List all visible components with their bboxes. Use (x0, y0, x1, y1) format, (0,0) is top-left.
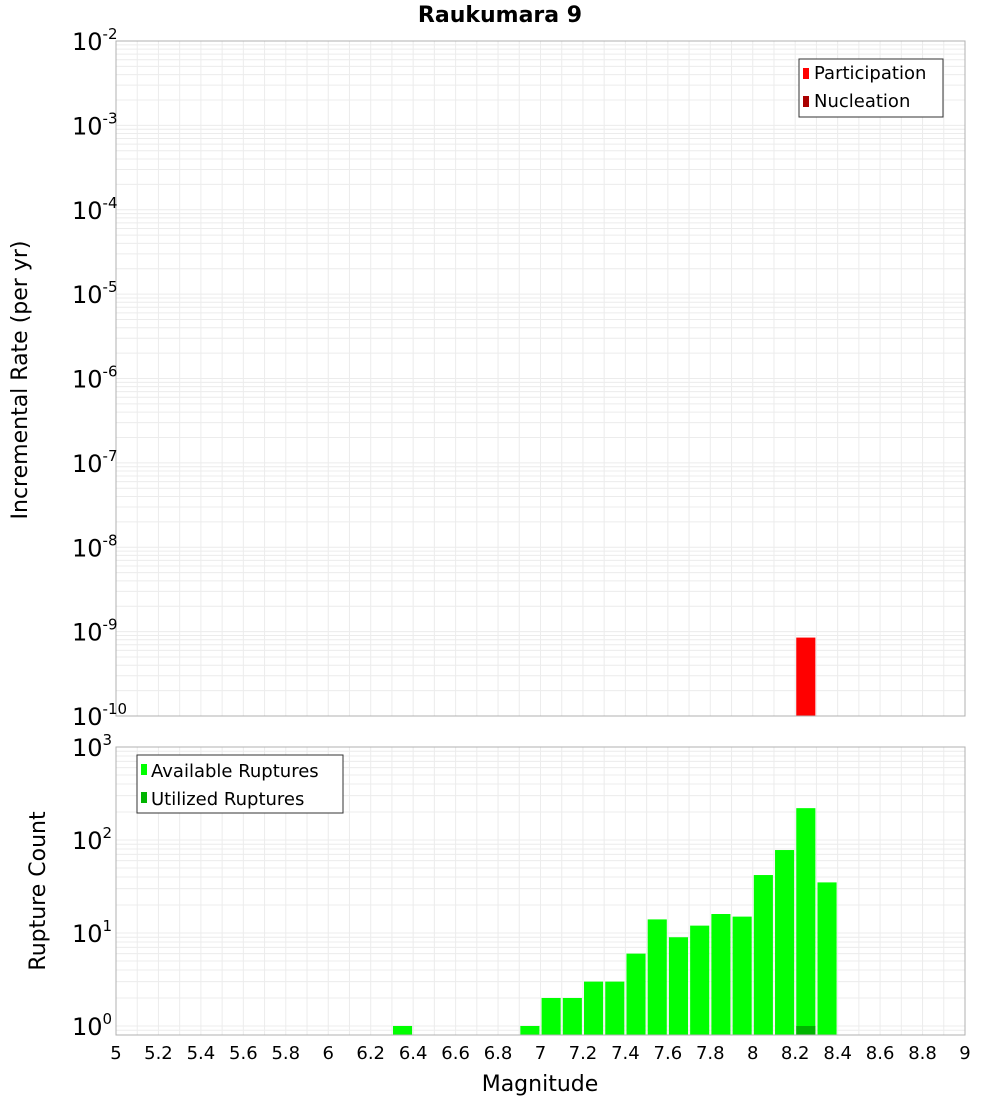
top-y-tick-label: 10-10 (72, 700, 127, 731)
top-y-tick-label: 10-8 (72, 531, 118, 562)
available-rupture-bar (668, 937, 689, 1035)
top-y-tick-label: 10-2 (72, 25, 118, 56)
available-rupture-bar (690, 925, 710, 1035)
bottom-y-tick-label: 100 (72, 1010, 112, 1041)
top-legend-box (798, 58, 944, 118)
nucleation-legend-swatch (803, 96, 809, 107)
top-legend: Participation Nucleation (798, 58, 944, 118)
x-tick-label: 5.6 (229, 1043, 258, 1064)
available-rupture-bar (626, 953, 646, 1035)
top-y-tick-label: 10-6 (72, 363, 118, 394)
x-tick-label: 8 (747, 1043, 758, 1064)
bottom-plot-frame (115, 746, 966, 1036)
x-tick-label: 7.4 (611, 1043, 640, 1064)
x-tick-label: 7 (535, 1043, 546, 1064)
available-rupture-bar (562, 997, 582, 1035)
bottom-legend-box (136, 754, 344, 814)
chart-title: Raukumara 9 (418, 3, 582, 28)
x-tick-label: 8.4 (823, 1043, 852, 1064)
bottom-y-axis-label: Rupture Count (26, 811, 51, 971)
utilized-rupture-bar (796, 1025, 816, 1035)
x-tick-label: 5.4 (187, 1043, 216, 1064)
x-tick-label: 7.6 (654, 1043, 683, 1064)
top-y-tick-label: 10-3 (72, 109, 118, 140)
available-rupture-bar (775, 850, 795, 1035)
x-tick-label: 6 (323, 1043, 334, 1064)
participation-bar (796, 637, 816, 716)
top-bars (796, 637, 816, 716)
x-tick-label: 6.8 (484, 1043, 513, 1064)
utilized-legend-label: Utilized Ruptures (151, 789, 304, 810)
available-rupture-bar (753, 875, 773, 1035)
x-tick-label: 7.8 (696, 1043, 725, 1064)
x-tick-label: 8.2 (781, 1043, 810, 1064)
x-tick-label: 6.2 (356, 1043, 385, 1064)
x-tick-label: 9 (959, 1043, 970, 1064)
participation-legend-swatch (803, 68, 809, 79)
top-y-tick-label: 10-7 (72, 447, 118, 478)
available-rupture-bar (605, 981, 625, 1035)
x-tick-label: 8.6 (866, 1043, 895, 1064)
top-y-tick-label: 10-4 (72, 194, 118, 225)
bottom-y-tick-label: 103 (72, 731, 112, 762)
bottom-y-tick-label: 102 (72, 824, 112, 855)
x-tick-label: 5.8 (271, 1043, 300, 1064)
x-tick-label: 6.4 (399, 1043, 428, 1064)
bottom-bars (392, 808, 837, 1035)
top-y-tick-label: 10-9 (72, 616, 118, 647)
x-tick-label: 5 (110, 1043, 121, 1064)
bottom-legend: Available Ruptures Utilized Ruptures (136, 754, 344, 814)
available-rupture-bar (711, 914, 731, 1035)
available-rupture-bar (647, 919, 667, 1035)
x-axis-label: Magnitude (482, 1072, 599, 1097)
x-tick-label: 7.2 (569, 1043, 598, 1064)
top-plot-frame (115, 40, 966, 717)
x-tick-label: 5.2 (144, 1043, 173, 1064)
available-rupture-bar (392, 1025, 413, 1035)
bottom-y-ticks: 103 102 101 100 (72, 731, 112, 1041)
nucleation-legend-label: Nucleation (814, 91, 910, 112)
participation-legend-label: Participation (814, 63, 926, 84)
x-ticks: 5 5.2 5.4 5.6 5.8 6 6.2 6.4 6.6 6.8 7 7.2 7.4 7.6 7.8 8… (110, 1043, 970, 1064)
available-rupture-bar (520, 1025, 540, 1035)
available-rupture-bar (732, 916, 752, 1035)
utilized-legend-swatch (141, 792, 147, 803)
available-rupture-bar (817, 882, 837, 1035)
top-y-ticks: 10-2 10-3 10-4 10-5 10-6 10-7 10-8 10-9 10-10 (72, 25, 127, 731)
available-rupture-bar (541, 997, 561, 1035)
available-legend-swatch (141, 764, 147, 775)
available-legend-label: Available Ruptures (151, 761, 319, 782)
top-y-axis-label: Incremental Rate (per yr) (8, 241, 33, 520)
x-tick-label: 8.8 (908, 1043, 937, 1064)
available-rupture-bar (796, 808, 816, 1035)
top-y-tick-label: 10-5 (72, 278, 118, 309)
bottom-y-tick-label: 101 (72, 917, 112, 948)
top-grid (115, 41, 966, 717)
available-rupture-bar (584, 981, 604, 1035)
x-tick-label: 6.6 (441, 1043, 470, 1064)
